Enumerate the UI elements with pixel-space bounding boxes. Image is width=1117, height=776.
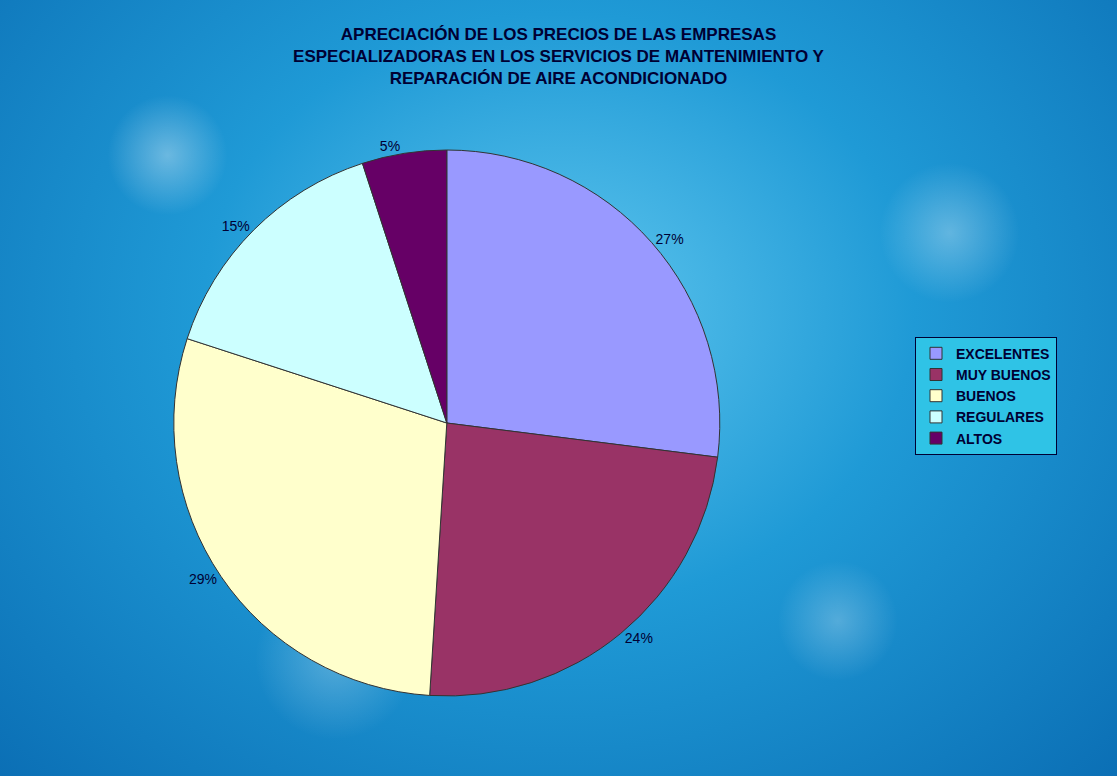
svg-text:MUY BUENOS: MUY BUENOS bbox=[956, 367, 1051, 383]
svg-text:ALTOS: ALTOS bbox=[956, 431, 1002, 447]
svg-text:24%: 24% bbox=[625, 630, 653, 646]
svg-text:27%: 27% bbox=[656, 231, 684, 247]
svg-text:15%: 15% bbox=[222, 218, 250, 234]
svg-text:5%: 5% bbox=[380, 138, 400, 154]
svg-text:REGULARES: REGULARES bbox=[956, 409, 1044, 425]
svg-text:APRECIACIÓN DE LOS PRECIOS DE: APRECIACIÓN DE LOS PRECIOS DE LAS EMPRES… bbox=[293, 25, 825, 88]
svg-text:BUENOS: BUENOS bbox=[956, 388, 1016, 404]
svg-text:EXCELENTES: EXCELENTES bbox=[956, 346, 1049, 362]
svg-text:29%: 29% bbox=[189, 571, 217, 587]
